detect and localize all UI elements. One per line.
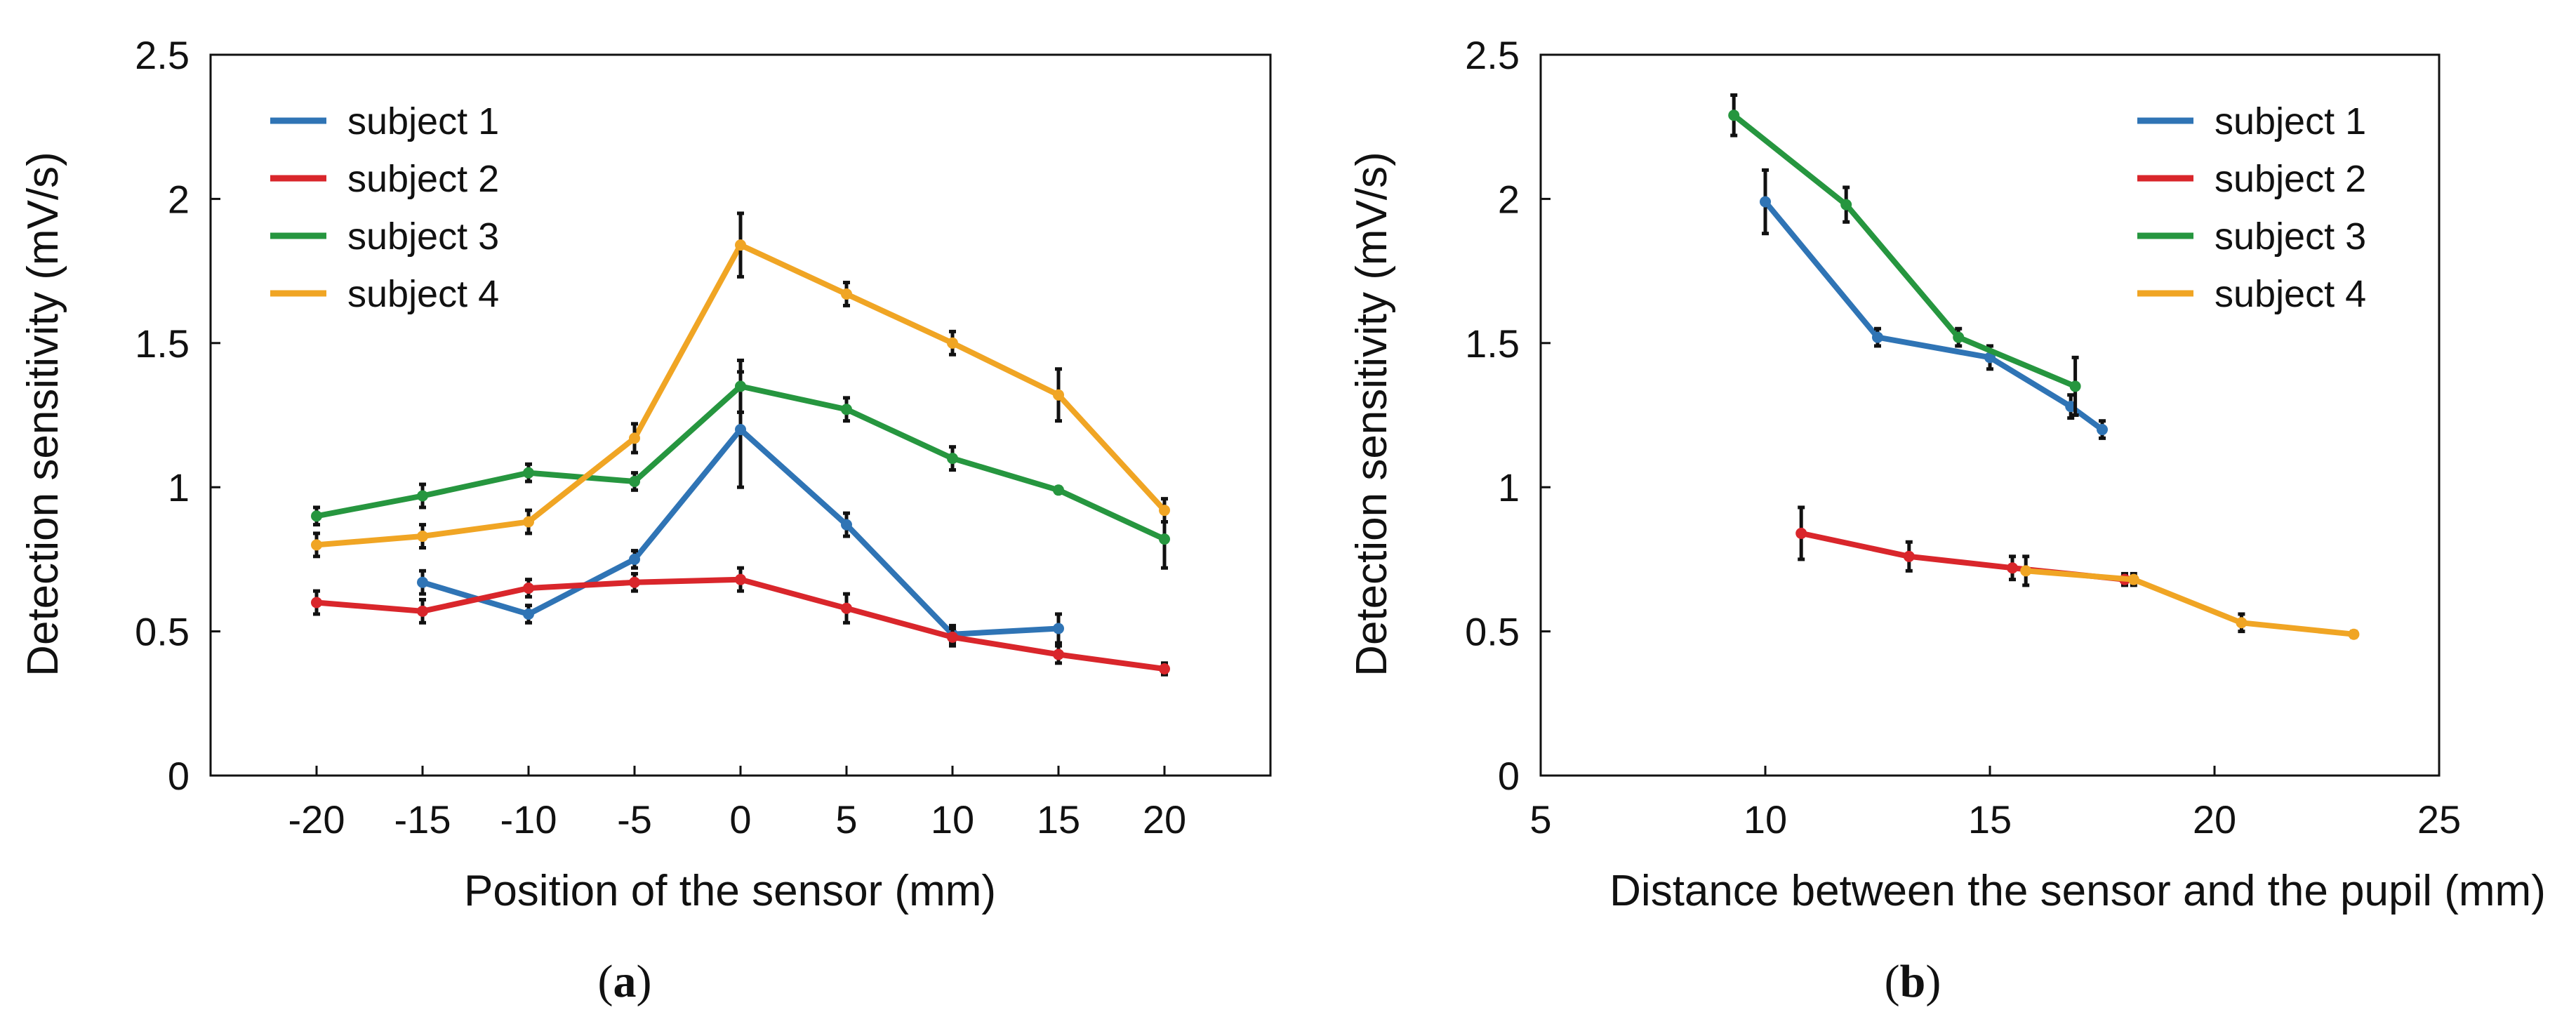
data-point xyxy=(629,553,640,565)
data-point xyxy=(1953,331,1965,343)
chart-panel-a: -20 -15 -10 -5 0 5 10 15 20 0 0.5 1 1.5 2 2.5 Position … xyxy=(19,33,1272,915)
data-point xyxy=(735,573,746,585)
x-tick-label: 20 xyxy=(1143,797,1186,842)
y-tick-label: 1.5 xyxy=(1465,321,1520,366)
data-point xyxy=(1872,331,1883,343)
data-point xyxy=(2236,617,2248,629)
caption-b-letter: b xyxy=(1900,956,1926,1007)
legend-label: subject 4 xyxy=(347,273,499,315)
x-tick-label: 25 xyxy=(2417,797,2461,842)
x-tick-label: -20 xyxy=(288,797,345,842)
legend-label: subject 1 xyxy=(347,100,499,142)
data-point xyxy=(523,467,534,479)
chart-panel-b: 5 10 15 20 25 0 0.5 1 1.5 2 2.5 Distance between th… xyxy=(1348,33,2546,915)
legend-label: subject 3 xyxy=(2215,215,2366,258)
series-line xyxy=(314,576,1167,672)
caption-a: (a) xyxy=(598,956,652,1007)
data-point xyxy=(1795,527,1807,539)
data-point xyxy=(417,531,428,543)
data-point xyxy=(841,404,852,415)
x-tick-label: 15 xyxy=(1968,797,2012,842)
x-tick-label: 10 xyxy=(1744,797,1787,842)
legend-label: subject 4 xyxy=(2215,273,2366,315)
data-point xyxy=(947,453,958,465)
series-line xyxy=(1762,199,2105,432)
x-axis-label: Position of the sensor (mm) xyxy=(464,867,996,915)
caption-b: (b) xyxy=(1885,956,1941,1007)
data-point xyxy=(629,432,640,444)
data-point xyxy=(1903,550,1915,562)
data-point xyxy=(947,337,958,349)
y-tick-label: 2.5 xyxy=(135,33,190,77)
data-point xyxy=(1053,623,1064,634)
x-tick-label: 10 xyxy=(931,797,974,842)
y-tick-label: 0.5 xyxy=(1465,610,1520,654)
legend-label: subject 2 xyxy=(347,158,499,200)
y-tick-label: 0 xyxy=(168,754,190,798)
data-point xyxy=(417,605,428,617)
data-point xyxy=(1053,649,1064,660)
x-tick-label: -15 xyxy=(394,797,451,842)
x-tick-label: 20 xyxy=(2193,797,2236,842)
y-tick-label: 2.5 xyxy=(1465,33,1520,77)
data-point xyxy=(947,631,958,643)
data-point xyxy=(1053,484,1064,496)
series-line xyxy=(1731,112,2078,390)
y-tick-label: 2 xyxy=(168,177,190,221)
data-point xyxy=(523,608,534,620)
legend-label: subject 1 xyxy=(2215,100,2366,142)
data-point xyxy=(2020,565,2032,577)
data-point xyxy=(841,519,852,531)
data-point xyxy=(523,516,534,528)
y-tick-label: 0.5 xyxy=(135,610,190,654)
legend-label: subject 3 xyxy=(347,215,499,258)
data-point xyxy=(735,424,746,436)
y-tick-label: 1.5 xyxy=(135,321,190,366)
data-point xyxy=(523,582,534,594)
data-point xyxy=(735,239,746,251)
x-tick-label: 15 xyxy=(1037,797,1080,842)
x-tick-label: 0 xyxy=(729,797,751,842)
data-point xyxy=(629,475,640,487)
data-point xyxy=(1728,109,1740,121)
y-axis-label: Detection sensitivity (mV/s) xyxy=(19,152,67,677)
data-point xyxy=(2007,562,2018,574)
y-tick-label: 1 xyxy=(168,465,190,510)
x-tick-label: 5 xyxy=(835,797,857,842)
data-point xyxy=(1760,196,1771,208)
data-point xyxy=(311,597,322,609)
data-point xyxy=(629,576,640,588)
data-point xyxy=(417,490,428,502)
data-point xyxy=(311,539,322,551)
data-point xyxy=(735,380,746,392)
data-point xyxy=(1159,663,1170,675)
data-point xyxy=(417,576,428,588)
data-point xyxy=(1053,389,1064,401)
data-point xyxy=(1159,533,1170,545)
x-tick-label: 5 xyxy=(1529,797,1551,842)
series-line xyxy=(2023,568,2357,637)
x-axis-label: Distance between the sensor and the pupi… xyxy=(1609,867,2546,915)
x-tick-label: -10 xyxy=(500,797,557,842)
data-point xyxy=(2127,573,2139,585)
data-point xyxy=(1159,505,1170,517)
y-tick-label: 1 xyxy=(1498,465,1520,510)
y-tick-label: 0 xyxy=(1498,754,1520,798)
x-tick-label: -5 xyxy=(617,797,652,842)
y-tick-label: 2 xyxy=(1498,177,1520,221)
data-point xyxy=(311,510,322,522)
data-point xyxy=(2097,424,2108,436)
data-point xyxy=(841,602,852,614)
y-axis-label: Detection sensitivity (mV/s) xyxy=(1348,152,1396,677)
data-point xyxy=(2348,628,2360,640)
data-point xyxy=(1840,199,1852,211)
caption-a-letter: a xyxy=(613,956,637,1007)
data-point xyxy=(2069,380,2081,392)
legend-label: subject 2 xyxy=(2215,158,2366,200)
data-point xyxy=(841,288,852,300)
